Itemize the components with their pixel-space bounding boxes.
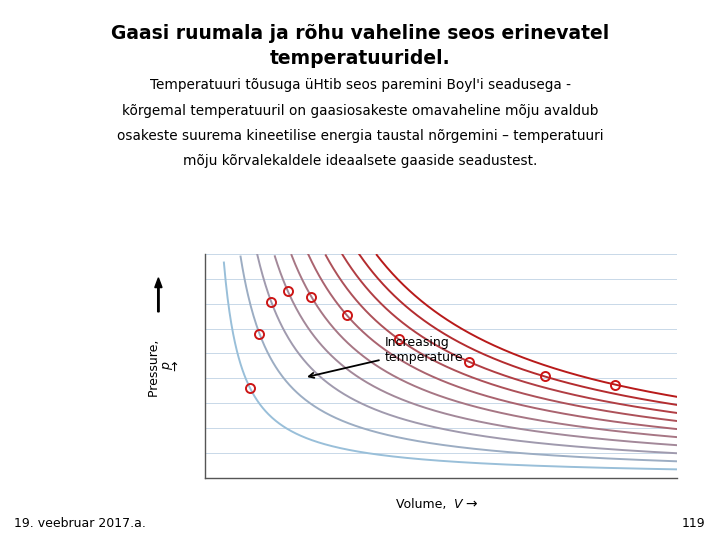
Text: Temperatuuri tõusuga üHtib seos paremini Boyl'i seadusega -: Temperatuuri tõusuga üHtib seos paremini…: [150, 78, 570, 92]
Text: temperatuuridel.: temperatuuridel.: [270, 49, 450, 68]
Text: Volume,: Volume,: [396, 498, 450, 511]
Text: Increasing
temperature: Increasing temperature: [309, 336, 463, 378]
Text: 119: 119: [682, 517, 706, 530]
Text: 19. veebruar 2017.a.: 19. veebruar 2017.a.: [14, 517, 146, 530]
Text: Gaasi ruumala ja rõhu vaheline seos erinevatel: Gaasi ruumala ja rõhu vaheline seos erin…: [111, 24, 609, 43]
Text: kõrgemal temperatuuril on gaasiosakeste omavaheline mõju avaldub: kõrgemal temperatuuril on gaasiosakeste …: [122, 104, 598, 118]
Text: osakeste suurema kineetilise energia taustal nõrgemini – temperatuuri: osakeste suurema kineetilise energia tau…: [117, 129, 603, 143]
Text: p: p: [160, 362, 173, 370]
Text: V: V: [454, 498, 462, 511]
Text: →: →: [168, 361, 181, 371]
Text: mõju kõrvalekaldele ideaalsete gaaside seadustest.: mõju kõrvalekaldele ideaalsete gaaside s…: [183, 154, 537, 168]
Text: Pressure,: Pressure,: [148, 335, 161, 396]
Text: →: →: [465, 498, 477, 512]
